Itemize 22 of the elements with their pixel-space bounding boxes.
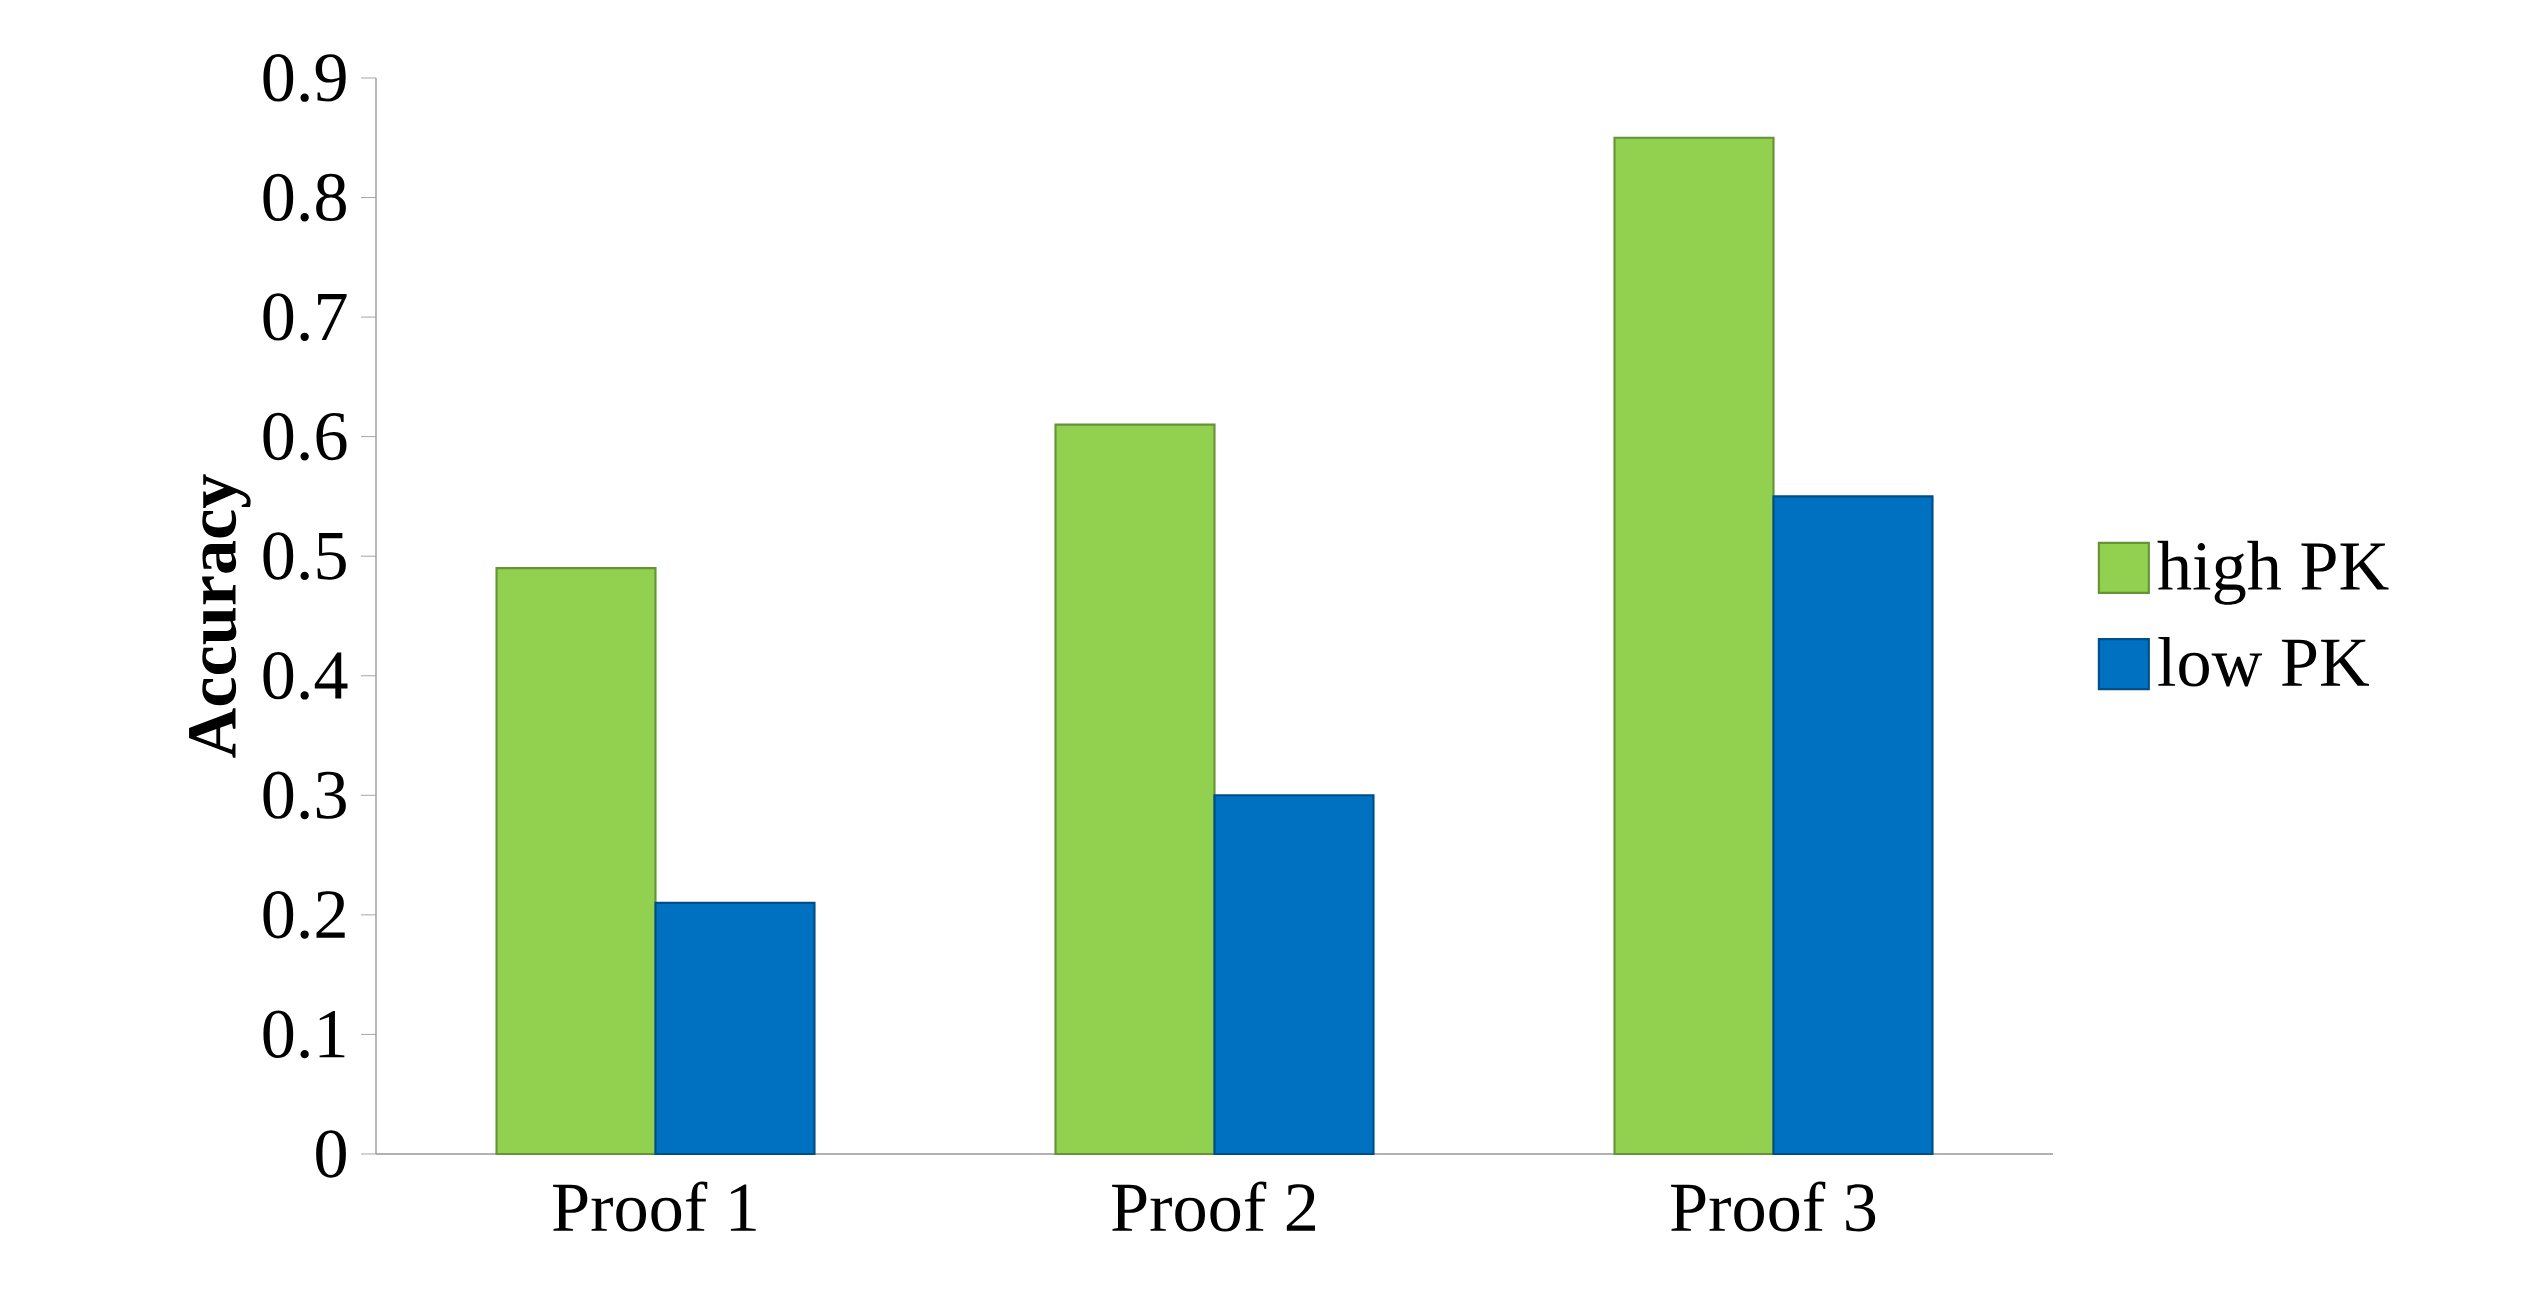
y-tick-label: 0.2	[263, 891, 345, 939]
y-tick-label: 0.1	[263, 1010, 345, 1059]
y-tick-label: 0.7	[263, 293, 347, 341]
y-tick-label: 0.3	[263, 771, 346, 820]
legend-label: high PK	[2157, 540, 2389, 605]
y-tick-label: 0.5	[263, 532, 346, 581]
y-tick-label: 0.6	[263, 412, 347, 461]
x-tick-label: Proof 2	[1112, 1181, 1315, 1232]
bar	[1613, 136, 1775, 1156]
y-tick-label: 0.8	[263, 173, 346, 222]
x-tick-label: Proof 1	[553, 1181, 756, 1232]
x-tick-label: Proof 3	[1671, 1181, 1876, 1232]
bar	[654, 901, 816, 1156]
bar	[1054, 423, 1216, 1156]
y-tick-label: 0.4	[263, 651, 348, 700]
bar	[1772, 495, 1934, 1156]
bar	[1213, 794, 1375, 1156]
y-tick-label: 0.9	[263, 54, 346, 102]
y-tick-label: 0	[316, 1130, 346, 1178]
y-axis-title: Accuracy	[189, 474, 251, 758]
bar	[495, 567, 657, 1156]
legend-label: low PK	[2158, 637, 2369, 687]
